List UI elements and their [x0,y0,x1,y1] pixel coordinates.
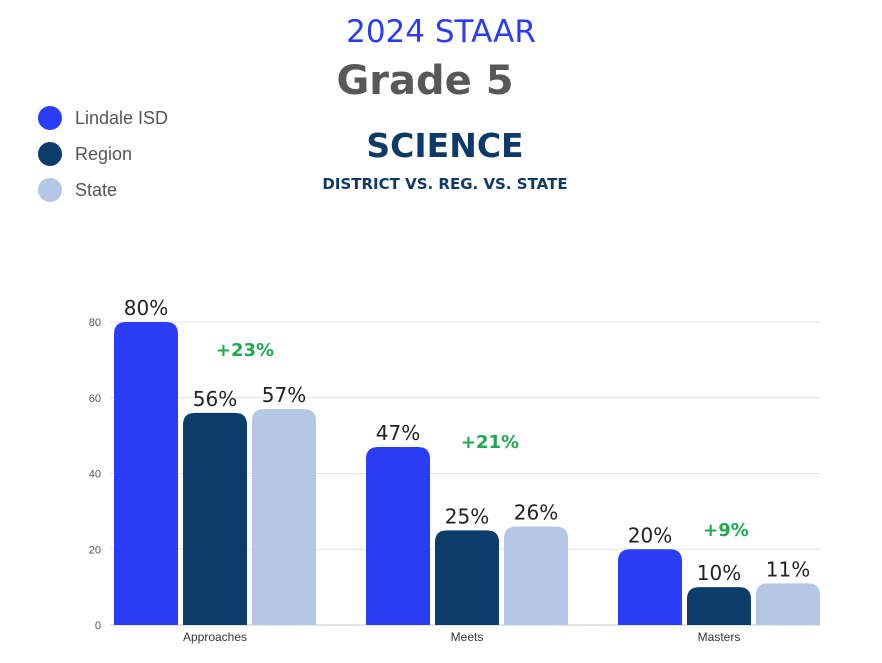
y-tick-label: 60 [89,393,101,405]
legend-item-lindale: Lindale ISD [38,100,168,136]
data-label: 80% [124,296,168,320]
legend-item-state: State [38,172,168,208]
legend: Lindale ISD Region State [38,100,168,208]
data-label: 10% [697,561,741,585]
y-tick-label: 40 [89,469,101,481]
legend-label-lindale: Lindale ISD [75,107,169,128]
data-label: 57% [262,383,306,407]
chart-subject-title: SCIENCE [366,126,524,165]
legend-swatch-lindale [38,106,62,130]
y-tick-label: 0 [95,620,101,632]
bar-state-masters [756,583,820,625]
legend-swatch-region [38,142,62,166]
chart-grade-title: Grade 5 [336,58,514,104]
difference-annotation: +23% [216,340,274,361]
bar-lindale-isd-meets [366,446,430,625]
difference-annotation: +9% [703,520,749,541]
bar-region-approaches [183,412,247,625]
bar-lindale-isd-masters [618,549,682,625]
bar-state-approaches [252,409,316,625]
x-category-label: Masters [698,630,741,644]
data-label: 20% [628,523,672,547]
data-label: 47% [376,421,420,445]
chart-comparison-subtitle: DISTRICT VS. REG. VS. STATE [322,175,568,193]
bar-state-meets [504,526,568,625]
y-tick-label: 80 [89,317,101,329]
data-label: 56% [193,387,237,411]
bar-region-meets [435,530,499,625]
x-category-label: Approaches [183,630,247,644]
legend-label-state: State [75,179,118,200]
legend-item-region: Region [38,136,168,172]
legend-label-region: Region [75,143,133,164]
data-label: 25% [445,504,489,528]
bar-lindale-isd-approaches [114,322,178,625]
chart-year-title: 2024 STAAR [346,14,536,50]
y-tick-label: 20 [89,544,101,556]
x-category-label: Meets [451,630,484,644]
data-label: 26% [514,501,558,525]
bar-region-masters [687,587,751,625]
legend-swatch-state [38,178,62,202]
data-label: 11% [766,557,810,581]
difference-annotation: +21% [461,432,519,453]
